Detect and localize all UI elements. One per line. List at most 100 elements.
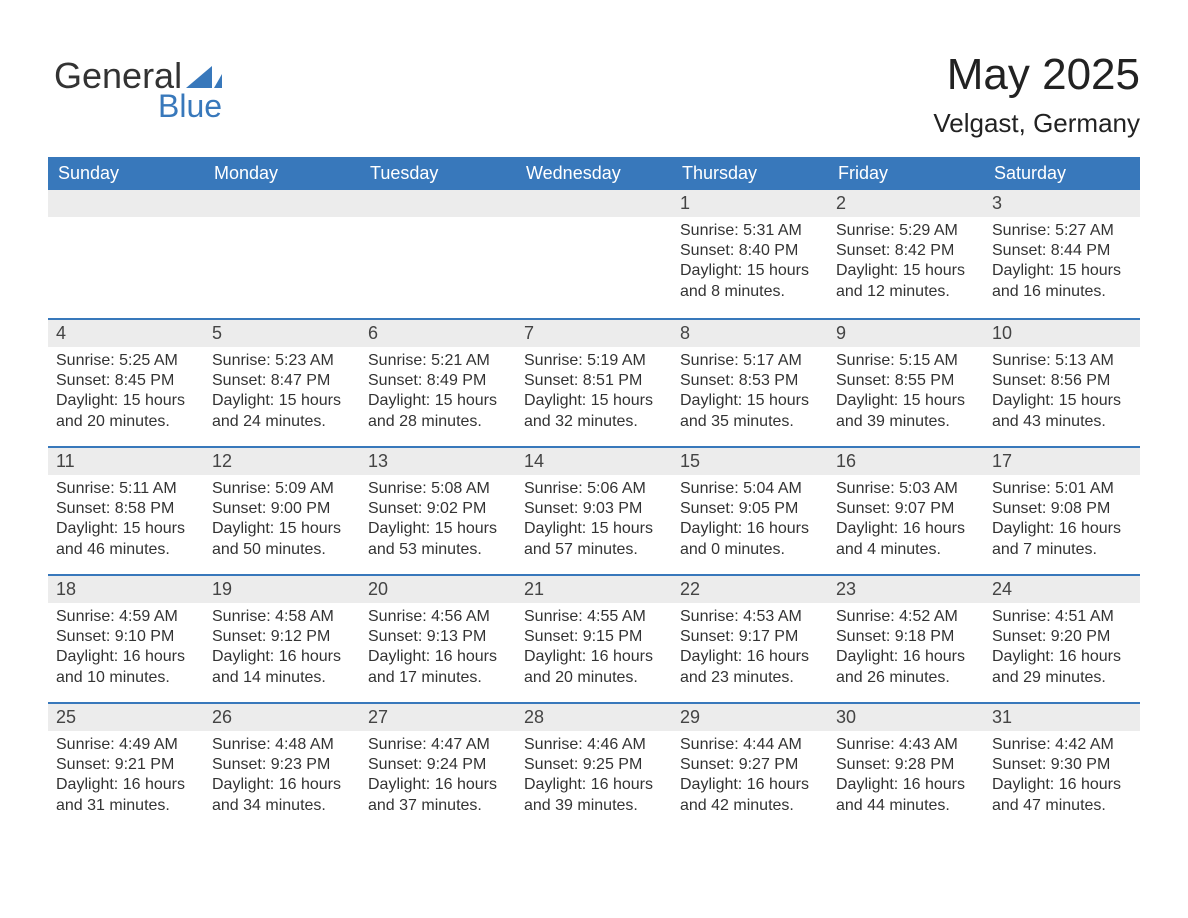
calendar-day-cell: 19Sunrise: 4:58 AMSunset: 9:12 PMDayligh… [204, 574, 360, 702]
sunset-text: Sunset: 9:27 PM [680, 755, 820, 775]
sunset-text: Sunset: 9:25 PM [524, 755, 664, 775]
daylight-text: Daylight: 16 hours and 7 minutes. [992, 519, 1132, 560]
day-details: Sunrise: 4:43 AMSunset: 9:28 PMDaylight:… [828, 731, 984, 823]
daylight-text: Daylight: 16 hours and 47 minutes. [992, 775, 1132, 816]
calendar-week-row: 4Sunrise: 5:25 AMSunset: 8:45 PMDaylight… [48, 318, 1140, 446]
daylight-text: Daylight: 15 hours and 43 minutes. [992, 391, 1132, 432]
sunrise-text: Sunrise: 4:42 AM [992, 735, 1132, 755]
calendar-week-row: 11Sunrise: 5:11 AMSunset: 8:58 PMDayligh… [48, 446, 1140, 574]
brand-logo: General Blue [54, 58, 222, 122]
day-details: Sunrise: 4:58 AMSunset: 9:12 PMDaylight:… [204, 603, 360, 695]
daylight-text: Daylight: 15 hours and 57 minutes. [524, 519, 664, 560]
day-number: 12 [204, 446, 360, 475]
calendar-day-cell: 20Sunrise: 4:56 AMSunset: 9:13 PMDayligh… [360, 574, 516, 702]
calendar-week-row: 1Sunrise: 5:31 AMSunset: 8:40 PMDaylight… [48, 190, 1140, 318]
daylight-text: Daylight: 16 hours and 17 minutes. [368, 647, 508, 688]
calendar-day-cell: 7Sunrise: 5:19 AMSunset: 8:51 PMDaylight… [516, 318, 672, 446]
sunrise-text: Sunrise: 4:49 AM [56, 735, 196, 755]
calendar-day-cell: 18Sunrise: 4:59 AMSunset: 9:10 PMDayligh… [48, 574, 204, 702]
sunrise-text: Sunrise: 5:08 AM [368, 479, 508, 499]
sunrise-text: Sunrise: 5:21 AM [368, 351, 508, 371]
calendar-day-cell [516, 190, 672, 318]
sunrise-text: Sunrise: 5:25 AM [56, 351, 196, 371]
calendar-day-cell: 14Sunrise: 5:06 AMSunset: 9:03 PMDayligh… [516, 446, 672, 574]
day-number: 15 [672, 446, 828, 475]
sunset-text: Sunset: 8:42 PM [836, 241, 976, 261]
day-details: Sunrise: 5:01 AMSunset: 9:08 PMDaylight:… [984, 475, 1140, 567]
calendar-header-row: SundayMondayTuesdayWednesdayThursdayFrid… [48, 157, 1140, 190]
day-number: 26 [204, 702, 360, 731]
day-number: 30 [828, 702, 984, 731]
sunset-text: Sunset: 9:17 PM [680, 627, 820, 647]
sunset-text: Sunset: 9:08 PM [992, 499, 1132, 519]
calendar-day-cell: 6Sunrise: 5:21 AMSunset: 8:49 PMDaylight… [360, 318, 516, 446]
daylight-text: Daylight: 16 hours and 0 minutes. [680, 519, 820, 560]
sunrise-text: Sunrise: 4:46 AM [524, 735, 664, 755]
day-number: 19 [204, 574, 360, 603]
sunrise-text: Sunrise: 5:04 AM [680, 479, 820, 499]
day-number: 10 [984, 318, 1140, 347]
sunrise-text: Sunrise: 4:51 AM [992, 607, 1132, 627]
sunset-text: Sunset: 9:13 PM [368, 627, 508, 647]
day-details: Sunrise: 4:51 AMSunset: 9:20 PMDaylight:… [984, 603, 1140, 695]
day-number: 18 [48, 574, 204, 603]
sunrise-text: Sunrise: 4:55 AM [524, 607, 664, 627]
calendar-day-cell: 10Sunrise: 5:13 AMSunset: 8:56 PMDayligh… [984, 318, 1140, 446]
sunset-text: Sunset: 9:07 PM [836, 499, 976, 519]
daylight-text: Daylight: 15 hours and 32 minutes. [524, 391, 664, 432]
day-details: Sunrise: 5:11 AMSunset: 8:58 PMDaylight:… [48, 475, 204, 567]
daylight-text: Daylight: 16 hours and 4 minutes. [836, 519, 976, 560]
weekday-header: Sunday [48, 157, 204, 190]
day-number: 2 [828, 190, 984, 217]
sunset-text: Sunset: 9:10 PM [56, 627, 196, 647]
day-number: 31 [984, 702, 1140, 731]
calendar-day-cell: 2Sunrise: 5:29 AMSunset: 8:42 PMDaylight… [828, 190, 984, 318]
sunrise-text: Sunrise: 5:31 AM [680, 221, 820, 241]
day-details: Sunrise: 5:08 AMSunset: 9:02 PMDaylight:… [360, 475, 516, 567]
calendar-day-cell: 26Sunrise: 4:48 AMSunset: 9:23 PMDayligh… [204, 702, 360, 830]
calendar-day-cell [204, 190, 360, 318]
calendar-day-cell: 29Sunrise: 4:44 AMSunset: 9:27 PMDayligh… [672, 702, 828, 830]
sunrise-text: Sunrise: 4:52 AM [836, 607, 976, 627]
sunset-text: Sunset: 9:28 PM [836, 755, 976, 775]
day-details: Sunrise: 4:55 AMSunset: 9:15 PMDaylight:… [516, 603, 672, 695]
day-details: Sunrise: 4:52 AMSunset: 9:18 PMDaylight:… [828, 603, 984, 695]
daylight-text: Daylight: 16 hours and 39 minutes. [524, 775, 664, 816]
day-details: Sunrise: 4:42 AMSunset: 9:30 PMDaylight:… [984, 731, 1140, 823]
calendar-day-cell: 12Sunrise: 5:09 AMSunset: 9:00 PMDayligh… [204, 446, 360, 574]
calendar-week-row: 25Sunrise: 4:49 AMSunset: 9:21 PMDayligh… [48, 702, 1140, 830]
day-number: 16 [828, 446, 984, 475]
sunrise-text: Sunrise: 5:19 AM [524, 351, 664, 371]
weekday-header: Tuesday [360, 157, 516, 190]
day-number: 3 [984, 190, 1140, 217]
daylight-text: Daylight: 15 hours and 28 minutes. [368, 391, 508, 432]
daylight-text: Daylight: 15 hours and 16 minutes. [992, 261, 1132, 302]
day-number: 8 [672, 318, 828, 347]
day-details: Sunrise: 4:59 AMSunset: 9:10 PMDaylight:… [48, 603, 204, 695]
daylight-text: Daylight: 15 hours and 8 minutes. [680, 261, 820, 302]
daylight-text: Daylight: 16 hours and 10 minutes. [56, 647, 196, 688]
calendar-page: General Blue May 2025 Velgast, Germany S… [0, 0, 1188, 870]
day-number [48, 190, 204, 217]
daylight-text: Daylight: 16 hours and 31 minutes. [56, 775, 196, 816]
daylight-text: Daylight: 15 hours and 24 minutes. [212, 391, 352, 432]
daylight-text: Daylight: 15 hours and 20 minutes. [56, 391, 196, 432]
weekday-header: Thursday [672, 157, 828, 190]
calendar-day-cell [48, 190, 204, 318]
calendar-day-cell: 9Sunrise: 5:15 AMSunset: 8:55 PMDaylight… [828, 318, 984, 446]
day-number [516, 190, 672, 217]
sunset-text: Sunset: 9:18 PM [836, 627, 976, 647]
sunset-text: Sunset: 8:49 PM [368, 371, 508, 391]
sunset-text: Sunset: 9:23 PM [212, 755, 352, 775]
day-details: Sunrise: 4:48 AMSunset: 9:23 PMDaylight:… [204, 731, 360, 823]
daylight-text: Daylight: 16 hours and 26 minutes. [836, 647, 976, 688]
daylight-text: Daylight: 15 hours and 46 minutes. [56, 519, 196, 560]
sunrise-text: Sunrise: 5:17 AM [680, 351, 820, 371]
calendar-day-cell: 1Sunrise: 5:31 AMSunset: 8:40 PMDaylight… [672, 190, 828, 318]
sunrise-text: Sunrise: 4:59 AM [56, 607, 196, 627]
sunset-text: Sunset: 9:20 PM [992, 627, 1132, 647]
day-number: 11 [48, 446, 204, 475]
calendar-day-cell: 13Sunrise: 5:08 AMSunset: 9:02 PMDayligh… [360, 446, 516, 574]
sunset-text: Sunset: 9:00 PM [212, 499, 352, 519]
day-details: Sunrise: 5:06 AMSunset: 9:03 PMDaylight:… [516, 475, 672, 567]
